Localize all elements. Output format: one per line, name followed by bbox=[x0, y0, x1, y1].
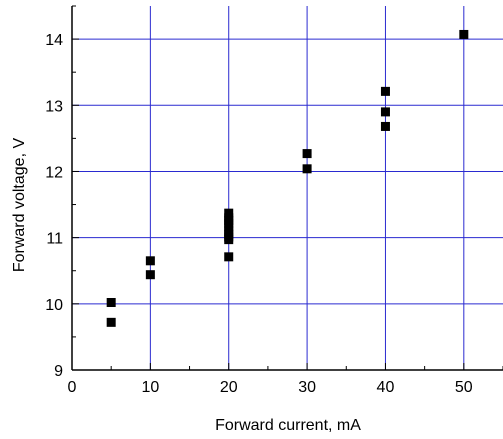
x-gridlines bbox=[149, 6, 465, 370]
x-tick-label: 50 bbox=[455, 379, 473, 396]
data-point bbox=[380, 107, 390, 117]
data-point bbox=[380, 86, 390, 96]
x-tick-label: 40 bbox=[377, 379, 395, 396]
data-point bbox=[224, 208, 234, 218]
ticks bbox=[71, 5, 503, 371]
y-tick-label: 14 bbox=[45, 32, 63, 49]
y-tick-label: 13 bbox=[45, 98, 63, 115]
data-point bbox=[380, 121, 390, 131]
data-point bbox=[224, 235, 234, 245]
data-points bbox=[106, 29, 469, 327]
data-point bbox=[302, 149, 312, 159]
x-tick-label: 20 bbox=[220, 379, 238, 396]
y-tick-label: 9 bbox=[54, 363, 63, 380]
data-point bbox=[224, 215, 234, 225]
y-axis-label: Forward voltage, V bbox=[11, 138, 28, 273]
data-point bbox=[302, 164, 312, 174]
data-point bbox=[145, 270, 155, 280]
data-point bbox=[459, 29, 469, 39]
x-tick-labels: 0 10 20 30 40 50 bbox=[68, 379, 473, 396]
data-point bbox=[224, 252, 234, 262]
y-tick-label: 10 bbox=[45, 297, 63, 314]
data-point bbox=[106, 297, 116, 307]
data-point bbox=[145, 256, 155, 266]
x-axis-label: Forward current, mA bbox=[215, 417, 361, 434]
y-tick-labels: 9 10 11 12 13 14 bbox=[45, 32, 63, 380]
x-tick-label: 0 bbox=[68, 379, 77, 396]
y-tick-label: 12 bbox=[45, 164, 63, 181]
axes bbox=[71, 6, 503, 371]
y-gridlines bbox=[72, 38, 503, 305]
x-tick-label: 30 bbox=[298, 379, 316, 396]
x-tick-label: 10 bbox=[141, 379, 159, 396]
data-point bbox=[106, 317, 116, 327]
y-tick-label: 11 bbox=[46, 231, 63, 248]
